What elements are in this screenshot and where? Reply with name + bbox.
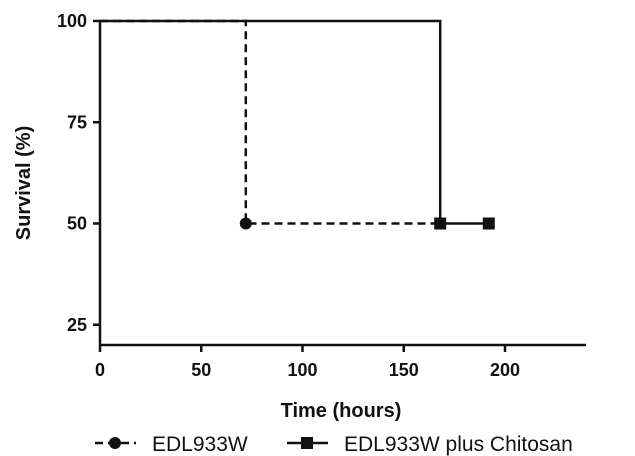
axes: 0 50 100 150 200 25 50 75 100 <box>57 11 586 380</box>
y-axis-title: Survival (%) <box>13 126 35 240</box>
x-axis-title: Time (hours) <box>281 400 402 422</box>
plot-marks <box>100 19 495 230</box>
legend-marker-square <box>301 437 313 449</box>
x-tick-label: 150 <box>389 360 419 380</box>
legend-label-edl933w: EDL933W <box>152 433 248 456</box>
y-tick-label: 75 <box>67 112 87 132</box>
x-tick-label: 0 <box>95 360 105 380</box>
y-axis-ticks: 25 50 75 100 <box>57 11 100 335</box>
data-point-edl933w <box>239 217 252 230</box>
y-tick-label: 50 <box>67 214 87 234</box>
y-tick-label: 25 <box>67 315 87 335</box>
legend-marker-circle <box>109 437 121 449</box>
series-line-edl933w-plus-chitosan <box>100 19 489 225</box>
x-tick-label: 100 <box>287 360 317 380</box>
legend: EDL933W EDL933W plus Chitosan <box>95 433 573 456</box>
data-point-edl933w-plus-chitosan <box>434 217 447 230</box>
x-tick-label: 50 <box>191 360 211 380</box>
data-point-edl933w-plus-chitosan <box>482 217 495 230</box>
x-axis-ticks: 0 50 100 150 200 <box>95 345 520 380</box>
x-tick-label: 200 <box>490 360 520 380</box>
legend-label-edl933w-plus-chitosan: EDL933W plus Chitosan <box>344 433 573 456</box>
series-line-edl933w <box>100 19 441 225</box>
y-tick-label: 100 <box>57 11 87 31</box>
